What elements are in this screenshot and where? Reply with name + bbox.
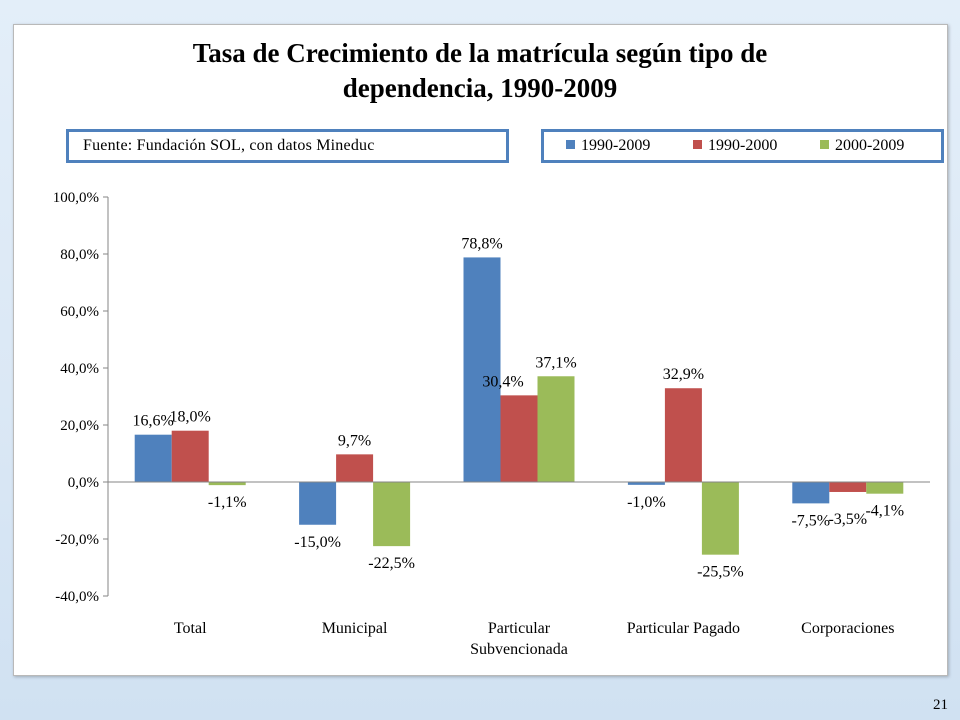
data-label: 16,6% xyxy=(133,413,174,430)
data-label: -25,5% xyxy=(697,564,744,581)
x-category-label: Municipal xyxy=(322,620,388,637)
page-number: 21 xyxy=(933,697,948,713)
y-tick-label: 60,0% xyxy=(60,304,99,320)
bar-1990-2000 xyxy=(336,454,374,482)
y-tick-label: 0,0% xyxy=(68,475,99,491)
y-tick-label: -40,0% xyxy=(55,589,99,605)
x-category-label: Particular Pagado xyxy=(627,620,740,637)
bar-2000-2009 xyxy=(373,482,411,547)
y-tick-label: 40,0% xyxy=(60,361,99,377)
bar-2000-2009 xyxy=(866,482,904,494)
y-tick-label: -20,0% xyxy=(55,532,99,548)
data-label: 78,8% xyxy=(461,235,502,252)
data-label: -7,5% xyxy=(791,512,830,529)
legend-swatch xyxy=(566,140,575,149)
bar-1990-2000 xyxy=(664,388,702,482)
chart-title-line-2: dependencia, 1990-2009 xyxy=(342,73,618,103)
legend-label: 1990-2009 xyxy=(581,137,651,154)
data-label: 9,7% xyxy=(338,432,371,449)
source-note: Fuente: Fundación SOL, con datos Mineduc xyxy=(66,129,509,163)
y-tick-label: 100,0% xyxy=(53,190,99,206)
x-category-label: Subvencionada xyxy=(470,641,568,658)
chart-title-line-1: Tasa de Crecimiento de la matrícula segú… xyxy=(192,38,768,68)
chart-legend: 1990-2009 1990-2000 2000-2009 xyxy=(541,129,944,163)
data-label: -15,0% xyxy=(294,534,341,551)
bar-2000-2009 xyxy=(537,376,575,482)
legend-label: 1990-2000 xyxy=(708,137,778,154)
x-category-label: Total xyxy=(174,620,207,637)
bar-1990-2009 xyxy=(627,482,665,485)
chart-title: Tasa de Crecimiento de la matrícula segú… xyxy=(0,36,960,106)
data-label: -3,5% xyxy=(828,511,867,528)
data-label: -22,5% xyxy=(368,555,415,572)
bar-1990-2009 xyxy=(792,482,830,504)
data-label: 32,9% xyxy=(663,366,704,383)
legend-swatch xyxy=(693,140,702,149)
data-label: -1,1% xyxy=(208,494,247,511)
legend-swatch xyxy=(820,140,829,149)
bar-1990-2000 xyxy=(500,395,538,482)
data-label: -1,0% xyxy=(627,494,666,511)
y-tick-label: 20,0% xyxy=(60,418,99,434)
bar-1990-2000 xyxy=(171,430,209,482)
x-category-label: Corporaciones xyxy=(801,620,894,637)
data-label: 30,4% xyxy=(482,373,523,390)
data-label: 37,1% xyxy=(535,354,576,371)
bar-2000-2009 xyxy=(208,482,246,486)
legend-label: 2000-2009 xyxy=(835,137,905,154)
bar-2000-2009 xyxy=(701,482,739,555)
legend-item-2000-2009: 2000-2009 xyxy=(820,132,904,160)
x-category-label: Particular xyxy=(488,620,551,637)
y-tick-label: 80,0% xyxy=(60,247,99,263)
bar-1990-2009 xyxy=(134,434,172,482)
legend-item-1990-2000: 1990-2000 xyxy=(693,132,777,160)
bar-1990-2000 xyxy=(829,482,867,492)
bar-1990-2009 xyxy=(299,482,337,525)
data-label: 18,0% xyxy=(170,409,211,426)
legend-item-1990-2009: 1990-2009 xyxy=(566,132,650,160)
data-label: -4,1% xyxy=(865,503,904,520)
bar-1990-2009 xyxy=(463,257,501,482)
